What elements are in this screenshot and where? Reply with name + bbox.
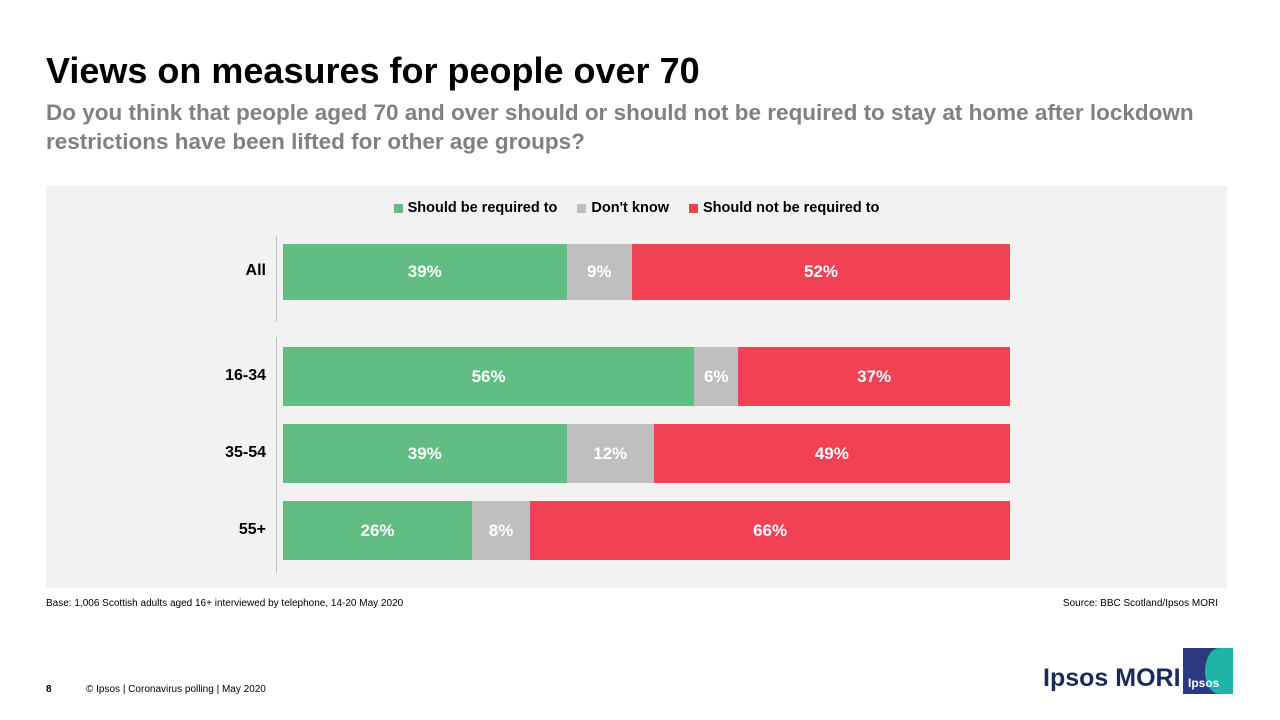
legend-item-not-required: Should not be required to: [688, 200, 880, 216]
legend-swatch-not-required: [688, 203, 698, 213]
legend-swatch-required: [393, 203, 403, 213]
bar-segment-16-34-dont-know: 6%: [694, 347, 739, 406]
brand-name: Ipsos MORI: [1043, 664, 1181, 692]
bar-segment-35-54-not-required: 49%: [653, 424, 1010, 483]
row-label-16-34: 16-34: [225, 367, 266, 384]
bar-row-all: 39% 9% 52%: [283, 244, 1010, 300]
legend-item-required: Should be required to: [393, 200, 558, 216]
bar-row-55-plus: 26% 8% 66%: [283, 501, 1010, 560]
legend-swatch-dont-know: [577, 203, 587, 213]
bar-segment-35-54-required: 39%: [283, 424, 567, 483]
bar-segment-all-dont-know: 9%: [566, 244, 632, 300]
bar-segment-55-plus-required: 26%: [283, 501, 473, 560]
legend-label-dont-know: Don't know: [591, 200, 669, 216]
bar-segment-55-plus-not-required: 66%: [530, 501, 1010, 560]
legend-item-dont-know: Don't know: [577, 200, 669, 216]
row-label-55-plus: 55+: [238, 521, 266, 538]
axis-line-top: [276, 236, 277, 322]
page-number: 8: [46, 684, 52, 695]
row-label-35-54: 35-54: [225, 444, 266, 461]
logo-text: Ipsos: [1188, 676, 1220, 690]
page-title: Views on measures for people over 70: [46, 50, 700, 91]
bar-segment-16-34-not-required: 37%: [738, 347, 1010, 406]
page-subtitle: Do you think that people aged 70 and ove…: [46, 100, 1194, 154]
bar-segment-55-plus-dont-know: 8%: [472, 501, 531, 560]
bar-segment-35-54-dont-know: 12%: [566, 424, 654, 483]
base-footnote: Base: 1,006 Scottish adults aged 16+ int…: [46, 598, 404, 609]
legend-label-not-required: Should not be required to: [702, 200, 880, 216]
chart-panel: Should be required to Don't know Should …: [46, 186, 1227, 588]
bar-segment-all-not-required: 52%: [631, 244, 1010, 300]
bar-segment-16-34-required: 56%: [283, 347, 695, 406]
row-label-all: All: [245, 262, 266, 279]
chart-legend: Should be required to Don't know Should …: [46, 200, 1227, 216]
axis-line-bottom: [276, 337, 277, 573]
ipsos-logo-icon: Ipsos: [1183, 648, 1233, 694]
bar-row-35-54: 39% 12% 49%: [283, 424, 1010, 483]
logo-wave-shape: [1205, 648, 1233, 694]
bar-segment-all-required: 39%: [283, 244, 567, 300]
legend-label-required: Should be required to: [407, 200, 558, 216]
footer-copyright: © Ipsos | Coronavirus polling | May 2020: [86, 684, 266, 695]
source-footnote: Source: BBC Scotland/Ipsos MORI: [1062, 598, 1218, 609]
bar-row-16-34: 56% 6% 37%: [283, 347, 1010, 406]
